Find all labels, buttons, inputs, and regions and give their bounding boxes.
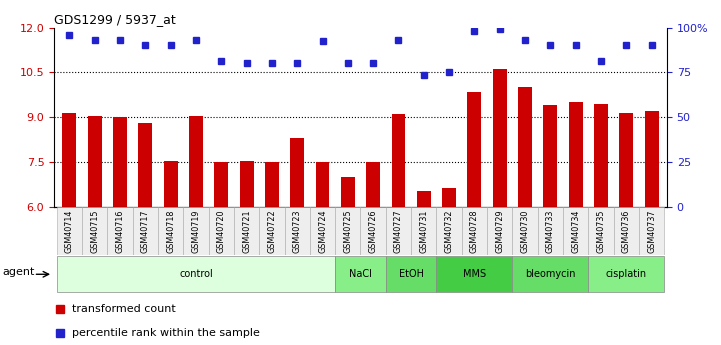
Text: GSM40719: GSM40719 [191,209,200,253]
Text: GSM40726: GSM40726 [368,209,378,253]
Text: GSM40720: GSM40720 [217,209,226,253]
FancyBboxPatch shape [158,207,183,255]
Bar [493,69,507,207]
FancyBboxPatch shape [234,207,260,255]
Text: GSM40729: GSM40729 [495,209,504,253]
FancyBboxPatch shape [639,207,664,255]
Bar [138,123,152,207]
Text: GSM40723: GSM40723 [293,209,301,253]
FancyBboxPatch shape [183,207,208,255]
Text: GSM40728: GSM40728 [470,209,479,253]
Text: GSM40727: GSM40727 [394,209,403,253]
Text: GSM40725: GSM40725 [343,209,353,253]
Bar [164,161,177,207]
Text: GSM40737: GSM40737 [647,209,656,253]
FancyBboxPatch shape [461,207,487,255]
Text: MMS: MMS [463,269,486,279]
FancyBboxPatch shape [360,207,386,255]
Text: GSM40724: GSM40724 [318,209,327,253]
FancyBboxPatch shape [260,207,285,255]
Text: control: control [179,269,213,279]
Bar [239,161,254,207]
FancyBboxPatch shape [487,207,513,255]
Text: GSM40721: GSM40721 [242,209,251,253]
Text: agent: agent [3,267,35,277]
Bar [265,162,279,207]
Text: GSM40715: GSM40715 [90,209,99,253]
Text: transformed count: transformed count [72,304,176,314]
Text: NaCl: NaCl [349,269,372,279]
FancyBboxPatch shape [563,207,588,255]
Bar [392,114,405,207]
Bar [518,87,532,207]
FancyBboxPatch shape [133,207,158,255]
Bar [594,104,608,207]
Text: GSM40722: GSM40722 [267,209,276,253]
FancyBboxPatch shape [82,207,107,255]
FancyBboxPatch shape [436,256,513,293]
Text: GSM40718: GSM40718 [166,209,175,253]
FancyBboxPatch shape [335,256,386,293]
FancyBboxPatch shape [588,256,664,293]
Text: GSM40716: GSM40716 [115,209,125,253]
Text: GSM40736: GSM40736 [622,209,631,253]
FancyBboxPatch shape [57,256,335,293]
Bar [291,138,304,207]
Text: bleomycin: bleomycin [525,269,575,279]
Text: GSM40714: GSM40714 [65,209,74,253]
Text: GSM40735: GSM40735 [596,209,606,253]
Text: GSM40733: GSM40733 [546,209,555,253]
FancyBboxPatch shape [386,256,436,293]
Text: GSM40731: GSM40731 [420,209,428,253]
Bar [366,162,380,207]
FancyBboxPatch shape [513,207,538,255]
FancyBboxPatch shape [285,207,310,255]
Bar [619,113,633,207]
FancyBboxPatch shape [614,207,639,255]
Text: GSM40734: GSM40734 [571,209,580,253]
Bar [113,117,127,207]
Text: EtOH: EtOH [399,269,424,279]
FancyBboxPatch shape [411,207,436,255]
Text: GSM40730: GSM40730 [521,209,530,253]
Bar [189,116,203,207]
Text: GSM40717: GSM40717 [141,209,150,253]
FancyBboxPatch shape [513,256,588,293]
Bar [214,162,228,207]
Text: percentile rank within the sample: percentile rank within the sample [72,328,260,338]
Bar [341,177,355,207]
Text: cisplatin: cisplatin [606,269,647,279]
Bar [544,105,557,207]
Text: GDS1299 / 5937_at: GDS1299 / 5937_at [54,13,176,27]
Bar [316,162,329,207]
FancyBboxPatch shape [335,207,360,255]
Bar [569,102,583,207]
FancyBboxPatch shape [538,207,563,255]
FancyBboxPatch shape [386,207,411,255]
FancyBboxPatch shape [57,207,82,255]
FancyBboxPatch shape [208,207,234,255]
Bar [645,111,659,207]
Bar [442,188,456,207]
FancyBboxPatch shape [107,207,133,255]
Bar [417,190,430,207]
Bar [88,116,102,207]
FancyBboxPatch shape [310,207,335,255]
Text: GSM40732: GSM40732 [445,209,454,253]
FancyBboxPatch shape [588,207,614,255]
Bar [467,92,482,207]
Bar [62,113,76,207]
FancyBboxPatch shape [436,207,461,255]
